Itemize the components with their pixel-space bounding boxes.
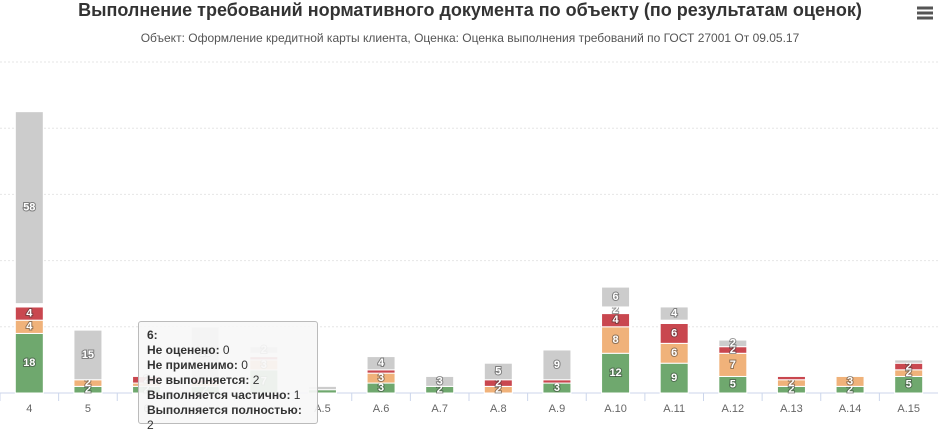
- data-label: 4: [378, 357, 385, 369]
- tooltip-value: 1: [293, 388, 301, 402]
- x-tick-label: A.11: [663, 403, 685, 415]
- data-label: 2: [495, 384, 501, 396]
- bar-segment: [776, 375, 806, 381]
- chart-title: Выполнение требований нормативного докум…: [78, 0, 862, 20]
- data-label: 18: [23, 357, 35, 369]
- tooltip-value: 2: [147, 418, 154, 432]
- tooltip-row: Не оценено0: [147, 343, 309, 358]
- x-tick-label: A.12: [721, 403, 744, 415]
- x-tick-label: A.9: [549, 403, 566, 415]
- data-label: 9: [671, 372, 677, 384]
- tooltip-row: Выполняется полностью2: [147, 403, 309, 433]
- data-label: 5: [906, 379, 912, 391]
- data-label: 12: [609, 367, 621, 379]
- data-label: 8: [613, 334, 619, 346]
- data-label: 7: [730, 359, 736, 371]
- tooltip-value: 2: [252, 373, 260, 387]
- data-label: 4: [26, 321, 33, 333]
- bar-segment: [835, 375, 865, 387]
- tooltip-value: 0: [241, 358, 248, 372]
- bar-segment: [894, 359, 924, 364]
- data-label: 2: [85, 384, 91, 396]
- tooltip-label: Не выполняется: [147, 373, 253, 387]
- tooltip-header: 6:: [147, 328, 158, 342]
- x-tick-label: 4: [26, 403, 32, 415]
- tooltip-label: Не применимо: [147, 358, 241, 372]
- data-label: 5: [730, 379, 736, 391]
- data-label: 3: [554, 382, 560, 394]
- x-tick-label: A.7: [431, 403, 448, 415]
- x-tick-label: A.15: [897, 403, 920, 415]
- tooltip-row: Не выполняется2: [147, 373, 309, 388]
- data-label: 2: [495, 377, 501, 389]
- data-label: 3: [437, 375, 443, 387]
- data-label: 6: [671, 347, 677, 359]
- data-label: 4: [613, 314, 620, 326]
- tooltip-label: Выполняется частично: [147, 388, 294, 402]
- x-tick-label: A.8: [490, 403, 507, 415]
- bar-segment: [425, 375, 455, 387]
- tooltip-row: Не применимо0: [147, 358, 309, 373]
- bar-segment: [601, 286, 631, 308]
- tooltip-row: Выполняется частично1: [147, 388, 309, 403]
- bar-segment: [14, 111, 44, 305]
- bar-segment: [718, 339, 748, 348]
- bar-segment: [73, 329, 103, 381]
- bar-segment: [542, 349, 572, 381]
- data-label: 58: [23, 202, 35, 214]
- tooltip-label: Не оценено: [147, 343, 223, 357]
- data-label: 2: [730, 337, 736, 349]
- data-label: 2: [906, 360, 912, 372]
- data-label: 2: [437, 384, 443, 396]
- data-label: 2: [906, 367, 912, 379]
- data-label: 2: [788, 377, 794, 389]
- tooltip-label: Выполняется полностью: [147, 403, 302, 417]
- data-label: 6: [613, 291, 619, 303]
- data-label: 2: [847, 384, 853, 396]
- menu-button[interactable]: [914, 4, 936, 22]
- data-label: 6: [671, 327, 677, 339]
- bar-segment: [659, 362, 689, 394]
- x-tick-label: 5: [85, 403, 91, 415]
- data-label: 4: [26, 307, 33, 319]
- data-label: 2: [613, 304, 619, 316]
- data-label: 9: [554, 359, 560, 371]
- bar-segment: [483, 362, 513, 381]
- chart-subtitle: Объект: Оформление кредитной карты клиен…: [141, 31, 800, 45]
- data-label: 2: [730, 344, 736, 356]
- x-tick-label: A.13: [780, 403, 803, 415]
- bar-segment: [659, 306, 689, 321]
- data-label: 2: [85, 377, 91, 389]
- data-label: 3: [378, 372, 384, 384]
- data-label: 2: [788, 384, 794, 396]
- data-label: 4: [671, 307, 678, 319]
- data-label: 3: [378, 382, 384, 394]
- tooltip-value: 0: [222, 343, 230, 357]
- x-tick-label: A.5: [314, 403, 331, 415]
- data-label: 5: [495, 365, 501, 377]
- tooltip: 6:Не оценено0Не применимо0Не выполняется…: [138, 321, 318, 432]
- bar-segment: [366, 356, 396, 371]
- data-label: 3: [847, 375, 853, 387]
- x-tick-label: A.6: [373, 403, 390, 415]
- x-tick-label: A.14: [839, 403, 862, 415]
- x-tick-label: A.10: [604, 403, 627, 415]
- data-label: 15: [82, 349, 94, 361]
